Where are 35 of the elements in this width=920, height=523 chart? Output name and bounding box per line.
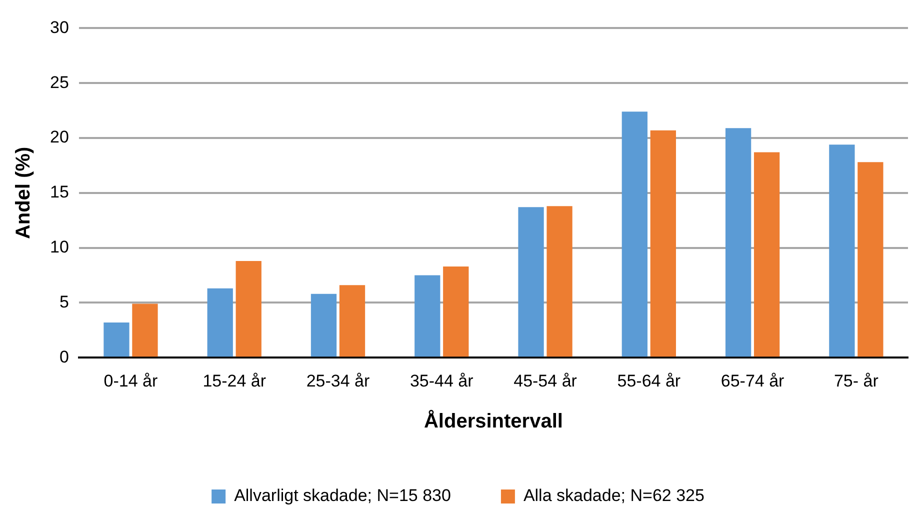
legend-label: Alla skadade; N=62 325 <box>523 486 704 506</box>
bar <box>310 294 337 357</box>
bar <box>414 275 440 357</box>
y-axis-title: Andel (%) <box>12 146 35 240</box>
y-tick-label: 15 <box>50 182 69 202</box>
x-tick-label: 45-54 år <box>514 371 578 390</box>
bar <box>236 260 262 357</box>
bar <box>725 128 752 357</box>
bar <box>622 112 648 357</box>
bar <box>207 288 233 357</box>
bar <box>829 144 855 357</box>
y-tick-label: 0 <box>59 347 69 366</box>
x-tick-label: 65-74 år <box>720 371 785 390</box>
y-tick-label: 5 <box>59 292 69 312</box>
x-tick-label: 15-24 år <box>202 371 266 390</box>
bar <box>443 266 469 357</box>
y-tick-label: 25 <box>50 72 69 92</box>
bar <box>546 206 572 357</box>
x-axis-title: Åldersintervall <box>424 410 563 433</box>
bar <box>339 285 366 357</box>
x-tick-label: 35-44 år <box>410 371 474 390</box>
x-tick-label: 75- år <box>834 371 879 390</box>
y-tick-label: 20 <box>50 128 69 147</box>
x-tick-label: 55-64 år <box>617 371 681 390</box>
x-tick-label: 25-34 år <box>306 371 370 390</box>
bar <box>132 304 158 357</box>
bar <box>650 130 676 357</box>
bar <box>754 152 780 357</box>
bar <box>518 207 544 357</box>
legend-label: Allvarligt skadade; N=15 830 <box>234 486 451 506</box>
bar <box>104 322 130 357</box>
bar <box>858 162 884 357</box>
y-tick-label: 30 <box>50 18 69 37</box>
x-tick-label: 0-14 år <box>104 371 158 390</box>
y-tick-label: 10 <box>50 237 69 256</box>
